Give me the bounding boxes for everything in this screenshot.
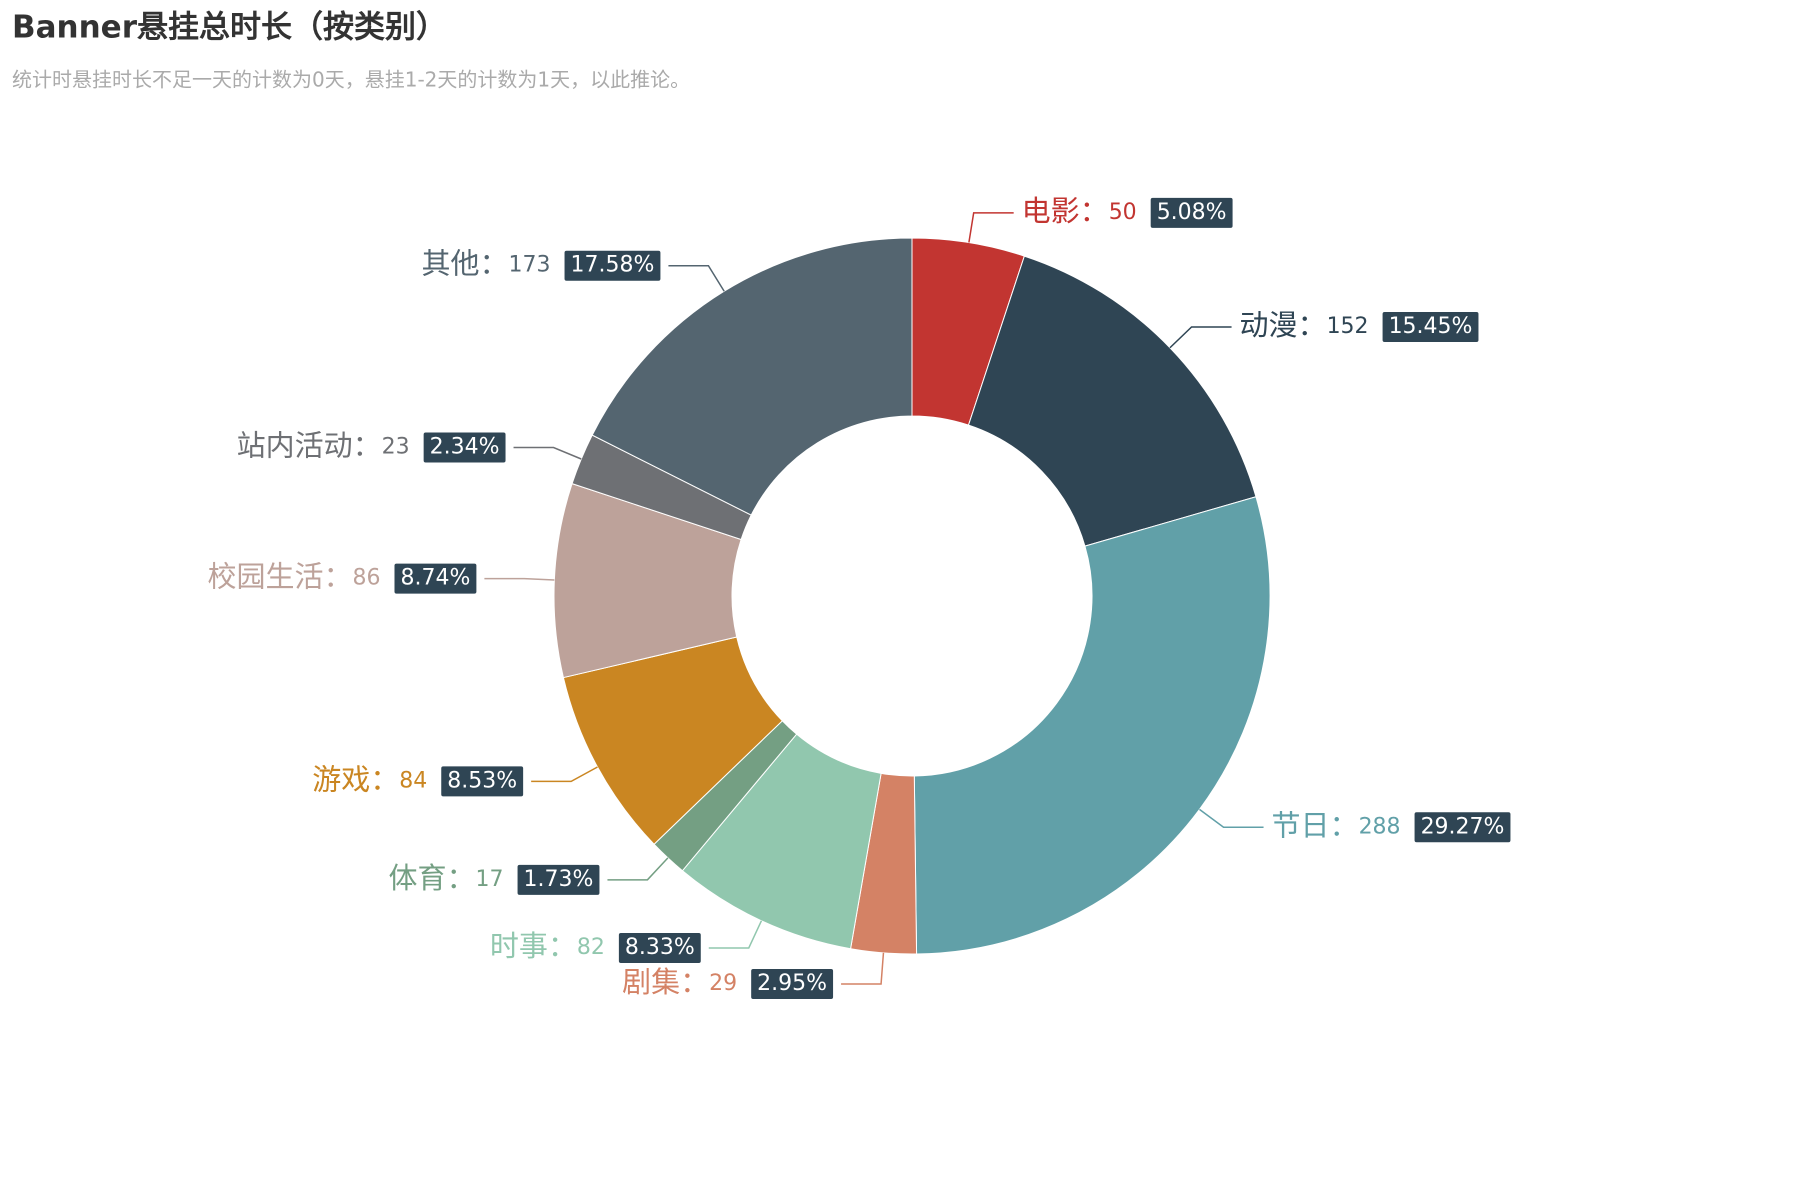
slice-label: 其他： 173 17.58%	[422, 247, 661, 281]
label-name: 节日：	[1272, 808, 1359, 842]
slice-label: 校园生活： 86 8.74%	[207, 560, 477, 594]
leader-line	[607, 857, 669, 881]
leader-line	[531, 766, 598, 783]
slice-label: 体育： 17 1.73%	[389, 861, 600, 895]
label-name: 站内活动：	[237, 429, 382, 463]
label-value: 82	[577, 935, 605, 960]
label-value: 173	[509, 253, 551, 278]
label-box	[423, 432, 506, 463]
slice-label: 节日： 288 29.27%	[1272, 808, 1511, 843]
label-percent: 8.33%	[625, 935, 695, 960]
leader-line	[708, 920, 763, 949]
chart-title: Banner悬挂总时长（按类别）	[12, 10, 447, 46]
label-box	[394, 563, 477, 594]
leader-line	[484, 577, 555, 581]
pie-slice	[967, 255, 1257, 547]
slice-label: 时事： 82 8.33%	[490, 929, 701, 963]
label-name: 游戏：	[312, 762, 399, 796]
label-value: 84	[399, 768, 427, 793]
label-value: 50	[1109, 200, 1137, 225]
label-box	[751, 968, 834, 999]
label-value: 152	[1327, 314, 1369, 339]
label-percent: 2.95%	[757, 971, 827, 996]
leader-line	[968, 212, 1014, 243]
leader-line	[668, 264, 725, 292]
chart-subtitle: 统计时悬挂时长不足一天的计数为0天，悬挂1-2天的计数为1天，以此推论。	[12, 68, 690, 92]
label-box	[618, 932, 701, 963]
label-name: 校园生活：	[207, 560, 352, 594]
label-name: 时事：	[490, 929, 577, 963]
label-value: 288	[1359, 814, 1401, 839]
label-name: 电影：	[1022, 194, 1109, 228]
label-value: 86	[352, 566, 380, 591]
leader-line	[841, 952, 885, 985]
label-box	[517, 864, 600, 895]
leader-line	[1199, 808, 1264, 829]
slice-label: 站内活动： 23 2.34%	[237, 429, 506, 463]
label-name: 其他：	[422, 247, 509, 281]
label-value: 17	[476, 867, 504, 892]
label-value: 29	[709, 971, 737, 996]
label-name: 剧集：	[622, 965, 709, 999]
label-percent: 5.08%	[1157, 200, 1227, 225]
label-value: 23	[382, 435, 410, 460]
slice-label: 动漫： 152 15.45%	[1240, 308, 1479, 342]
pie-slice	[591, 237, 913, 516]
label-percent: 2.34%	[430, 435, 500, 460]
slice-label: 游戏： 84 8.53%	[312, 762, 524, 797]
leader-line	[1169, 326, 1232, 349]
pie-slice	[913, 496, 1271, 955]
label-box	[564, 250, 661, 281]
label-percent: 15.45%	[1389, 314, 1473, 339]
label-percent: 1.73%	[524, 867, 594, 892]
leader-line	[513, 446, 582, 460]
label-box	[441, 766, 524, 797]
label-box	[1382, 311, 1479, 342]
label-box	[1150, 197, 1233, 228]
label-name: 体育：	[389, 861, 476, 895]
label-percent: 29.27%	[1421, 814, 1505, 839]
label-percent: 8.74%	[400, 566, 470, 591]
label-box	[1414, 812, 1511, 843]
slice-label: 剧集： 29 2.95%	[622, 965, 834, 999]
slice-label: 电影： 50 5.08%	[1022, 194, 1233, 228]
label-percent: 8.53%	[447, 768, 517, 793]
label-percent: 17.58%	[571, 253, 655, 278]
label-name: 动漫：	[1240, 308, 1327, 342]
